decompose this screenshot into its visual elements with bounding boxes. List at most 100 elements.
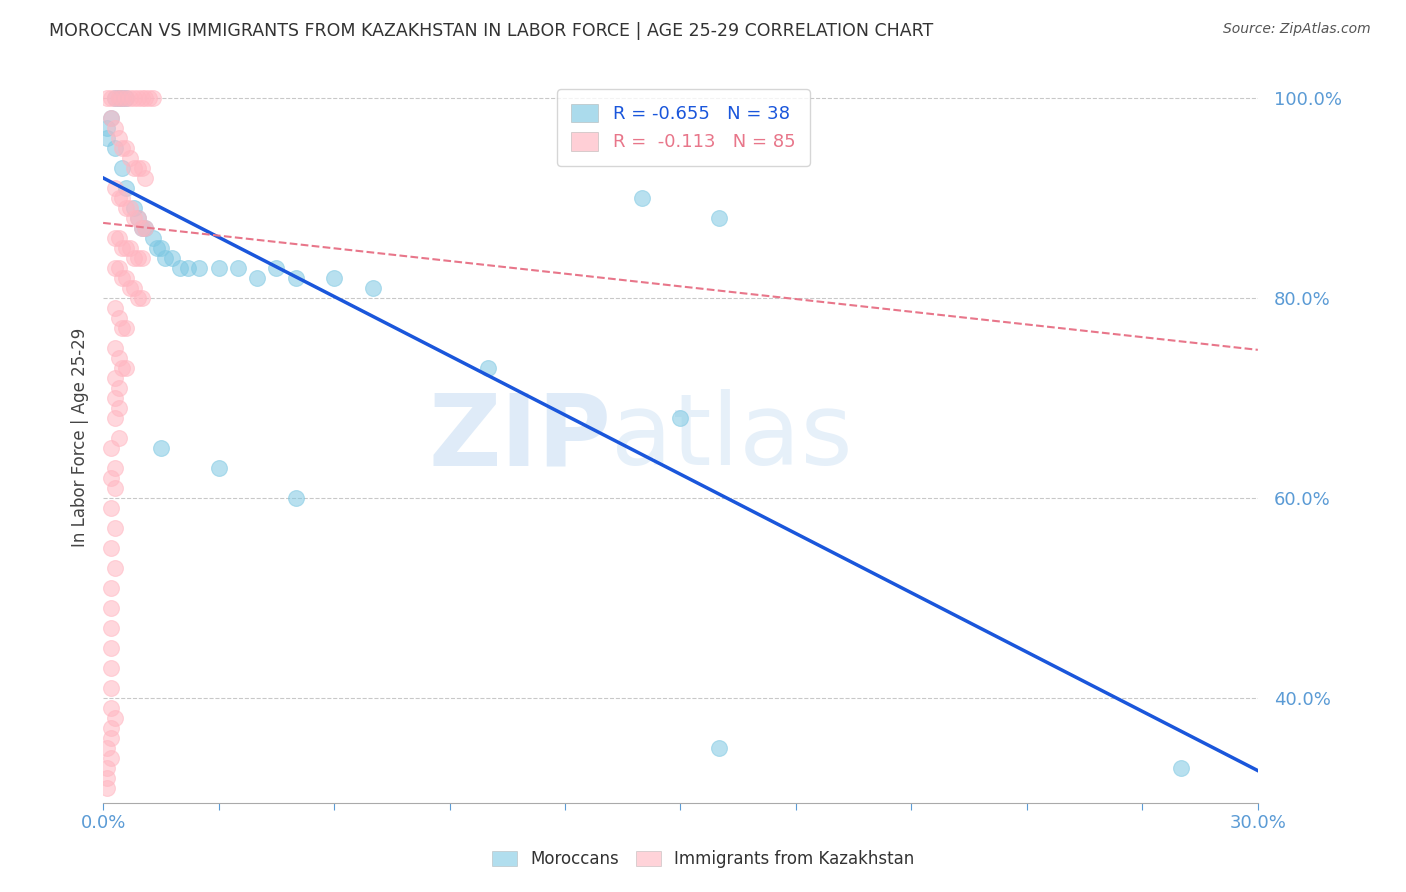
- Point: [131, 91, 153, 105]
- Point: [284, 271, 307, 285]
- Point: [115, 91, 138, 105]
- Point: [323, 271, 346, 285]
- Point: [177, 260, 200, 275]
- Point: [100, 91, 122, 105]
- Point: [134, 170, 156, 185]
- Point: [111, 161, 134, 175]
- Point: [142, 231, 165, 245]
- Text: MOROCCAN VS IMMIGRANTS FROM KAZAKHSTAN IN LABOR FORCE | AGE 25-29 CORRELATION CH: MOROCCAN VS IMMIGRANTS FROM KAZAKHSTAN I…: [49, 22, 934, 40]
- Point: [100, 640, 122, 655]
- Point: [111, 91, 134, 105]
- Point: [131, 161, 153, 175]
- Point: [100, 621, 122, 635]
- Point: [134, 220, 156, 235]
- Point: [104, 141, 127, 155]
- Point: [122, 211, 145, 225]
- Point: [107, 131, 129, 145]
- Point: [111, 321, 134, 335]
- Point: [111, 141, 134, 155]
- Text: atlas: atlas: [612, 389, 853, 486]
- Point: [100, 111, 122, 125]
- Point: [122, 201, 145, 215]
- Point: [134, 91, 156, 105]
- Point: [100, 541, 122, 555]
- Point: [120, 91, 142, 105]
- Point: [104, 231, 127, 245]
- Point: [104, 521, 127, 535]
- Point: [115, 91, 138, 105]
- Point: [104, 260, 127, 275]
- Point: [104, 460, 127, 475]
- Point: [246, 271, 269, 285]
- Point: [138, 91, 160, 105]
- Point: [361, 281, 384, 295]
- Point: [104, 711, 127, 725]
- Text: Source: ZipAtlas.com: Source: ZipAtlas.com: [1223, 22, 1371, 37]
- Point: [107, 401, 129, 415]
- Point: [127, 161, 149, 175]
- Text: ZIP: ZIP: [429, 389, 612, 486]
- Point: [131, 220, 153, 235]
- Point: [115, 181, 138, 195]
- Point: [162, 251, 184, 265]
- Point: [707, 740, 730, 755]
- Point: [104, 391, 127, 405]
- Point: [707, 211, 730, 225]
- Point: [115, 141, 138, 155]
- Point: [127, 211, 149, 225]
- Point: [107, 260, 129, 275]
- Point: [120, 241, 142, 255]
- Point: [100, 581, 122, 595]
- Point: [100, 731, 122, 745]
- Point: [127, 291, 149, 305]
- Point: [131, 220, 153, 235]
- Point: [111, 91, 134, 105]
- Point: [104, 560, 127, 574]
- Point: [104, 91, 127, 105]
- Point: [96, 740, 118, 755]
- Point: [266, 260, 288, 275]
- Point: [284, 491, 307, 505]
- Point: [107, 351, 129, 365]
- Point: [100, 750, 122, 764]
- Point: [100, 471, 122, 485]
- Point: [96, 761, 118, 775]
- Point: [104, 481, 127, 495]
- Point: [188, 260, 211, 275]
- Point: [104, 410, 127, 425]
- Point: [122, 161, 145, 175]
- Point: [104, 181, 127, 195]
- Point: [134, 220, 156, 235]
- Point: [131, 291, 153, 305]
- Point: [477, 360, 499, 375]
- Point: [1170, 761, 1192, 775]
- Point: [115, 321, 138, 335]
- Legend: R = -0.655   N = 38, R =  -0.113   N = 85: R = -0.655 N = 38, R = -0.113 N = 85: [557, 89, 810, 166]
- Point: [107, 191, 129, 205]
- Point: [122, 91, 145, 105]
- Point: [100, 500, 122, 515]
- Point: [100, 111, 122, 125]
- Point: [107, 431, 129, 445]
- Point: [104, 301, 127, 315]
- Point: [142, 91, 165, 105]
- Point: [100, 721, 122, 735]
- Point: [96, 91, 118, 105]
- Point: [153, 251, 176, 265]
- Point: [96, 131, 118, 145]
- Point: [96, 780, 118, 795]
- Point: [131, 251, 153, 265]
- Point: [107, 91, 129, 105]
- Point: [111, 191, 134, 205]
- Point: [115, 271, 138, 285]
- Point: [100, 700, 122, 714]
- Point: [115, 241, 138, 255]
- Point: [120, 281, 142, 295]
- Point: [107, 310, 129, 325]
- Point: [146, 241, 169, 255]
- Point: [104, 341, 127, 355]
- Point: [149, 441, 172, 455]
- Point: [122, 251, 145, 265]
- Point: [226, 260, 249, 275]
- Point: [100, 661, 122, 675]
